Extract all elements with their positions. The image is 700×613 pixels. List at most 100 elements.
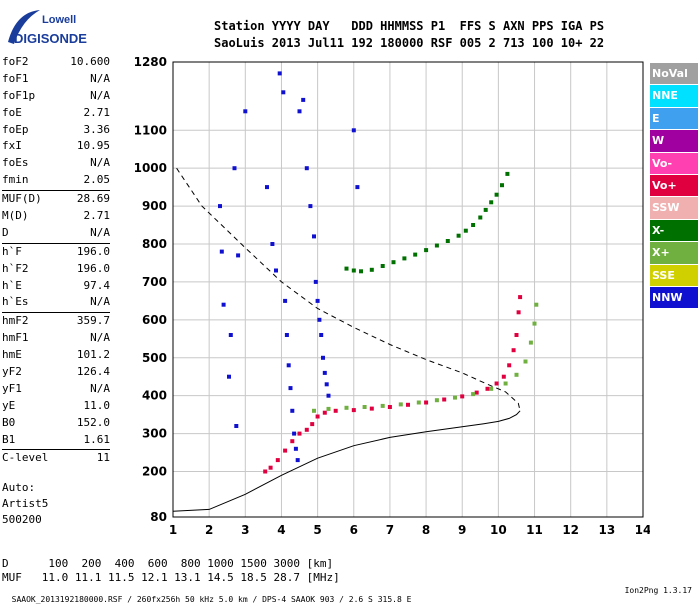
param-row: C-level 11 bbox=[2, 449, 110, 467]
echo-point bbox=[312, 408, 316, 413]
echo-point bbox=[532, 321, 537, 326]
echo-point bbox=[277, 71, 282, 76]
legend-item: W bbox=[650, 130, 698, 152]
echo-point bbox=[315, 414, 320, 419]
param-value: N/A bbox=[90, 71, 110, 85]
echo-point bbox=[288, 386, 293, 391]
param-row: h`F2 196.0 bbox=[2, 261, 110, 278]
muf-value-row: MUF 11.0 11.1 11.5 12.1 13.1 14.5 18.5 2… bbox=[2, 571, 340, 584]
echo-point bbox=[274, 268, 278, 273]
echo-point bbox=[315, 298, 320, 303]
param-value: 101.2 bbox=[76, 348, 110, 362]
echo-point bbox=[218, 204, 222, 209]
echo-point bbox=[308, 204, 313, 209]
echo-point bbox=[489, 200, 494, 205]
echo-point bbox=[283, 298, 288, 303]
echo-point bbox=[236, 253, 241, 258]
x-tick-label: 6 bbox=[350, 523, 358, 537]
param-row: foE 2.71 bbox=[2, 105, 110, 122]
echo-point bbox=[284, 333, 289, 337]
y-tick-label: 900 bbox=[142, 199, 167, 213]
echo-point bbox=[227, 374, 231, 379]
legend-item: NNE bbox=[650, 85, 698, 107]
param-row: yF1 N/A bbox=[2, 381, 110, 398]
x-tick-label: 9 bbox=[458, 523, 466, 537]
param-row: MUF(D) 28.69 bbox=[2, 190, 110, 208]
param-label: foE bbox=[2, 105, 22, 119]
echo-point bbox=[265, 185, 269, 190]
echo-point bbox=[471, 392, 476, 397]
echo-point bbox=[511, 348, 516, 353]
param-value: 11 bbox=[96, 451, 110, 465]
echo-point bbox=[518, 295, 523, 300]
param-label: MUF(D) bbox=[2, 192, 42, 206]
param-label: C-level bbox=[2, 451, 49, 465]
echo-point bbox=[243, 109, 248, 114]
param-row: hmE 101.2 bbox=[2, 347, 110, 364]
param-label: hmF1 bbox=[2, 331, 29, 345]
echo-point bbox=[391, 260, 396, 265]
echo-point bbox=[534, 302, 539, 307]
x-tick-label: 2 bbox=[205, 523, 213, 537]
param-label: h`E bbox=[2, 278, 22, 292]
plot-frame bbox=[172, 61, 644, 518]
x-tick-label: 1 bbox=[169, 523, 177, 537]
logo-line1: Lowell bbox=[42, 14, 76, 26]
echo-point bbox=[232, 166, 237, 171]
param-label: foF2 bbox=[2, 55, 29, 68]
param-value: N/A bbox=[90, 295, 110, 309]
y-tick-label: 80 bbox=[150, 510, 167, 524]
y-tick-label: 400 bbox=[142, 389, 167, 403]
echo-point bbox=[297, 431, 302, 436]
legend-item: SSW bbox=[650, 197, 698, 219]
param-label: D bbox=[2, 225, 9, 239]
echo-point bbox=[500, 183, 504, 188]
auto-version: 500200 bbox=[2, 513, 42, 526]
plasma-frequency-dashed-curve bbox=[176, 167, 521, 411]
param-row: foF1p N/A bbox=[2, 88, 110, 105]
param-row: foF2 10.600 bbox=[2, 54, 110, 71]
echo-point bbox=[523, 359, 528, 364]
echo-point bbox=[275, 458, 280, 463]
scaled-parameters-panel: foF2 10.600 foF1 N/A foF1p N/A foE 2.71 foEp 3.36… bbox=[2, 54, 110, 467]
x-tick-label: 3 bbox=[241, 523, 249, 537]
echo-point bbox=[326, 393, 331, 398]
x-tick-label: 14 bbox=[635, 523, 650, 537]
echo-point bbox=[380, 264, 385, 268]
param-value: 359.7 bbox=[76, 314, 110, 328]
echo-point bbox=[304, 427, 309, 432]
echo-point bbox=[398, 402, 403, 407]
echo-point bbox=[362, 405, 367, 409]
param-label: foF1 bbox=[2, 71, 29, 85]
legend-item: NNW bbox=[650, 286, 698, 309]
y-tick-label: 800 bbox=[142, 237, 167, 251]
param-value: 126.4 bbox=[76, 365, 110, 379]
param-value: 11.0 bbox=[83, 398, 111, 412]
param-value: 152.0 bbox=[76, 415, 110, 429]
param-row: h`E 97.4 bbox=[2, 278, 110, 295]
echo-point bbox=[351, 268, 356, 273]
param-label: h`Es bbox=[2, 295, 29, 309]
echo-point bbox=[483, 207, 488, 212]
echo-point bbox=[387, 405, 392, 409]
echo-point bbox=[228, 333, 233, 337]
param-value: 3.36 bbox=[83, 122, 111, 136]
param-label: foEs bbox=[2, 156, 29, 170]
param-row: h`Es N/A bbox=[2, 294, 110, 311]
param-value: 97.4 bbox=[83, 278, 111, 292]
y-tick-label: 300 bbox=[142, 427, 167, 441]
legend-item: Vo- bbox=[650, 152, 698, 174]
echo-point bbox=[369, 406, 374, 411]
echo-point bbox=[324, 382, 329, 387]
echo-point bbox=[268, 465, 273, 470]
echo-point bbox=[322, 410, 327, 415]
echo-point bbox=[369, 267, 374, 272]
param-row: foEp 3.36 bbox=[2, 122, 110, 139]
echo-point bbox=[503, 381, 508, 386]
echo-point bbox=[234, 424, 239, 428]
param-value: 2.71 bbox=[83, 209, 111, 223]
legend-item: Vo+ bbox=[650, 174, 698, 197]
y-tick-label: 1280 bbox=[134, 55, 167, 69]
echo-point bbox=[310, 422, 315, 427]
echo-point bbox=[286, 363, 291, 368]
